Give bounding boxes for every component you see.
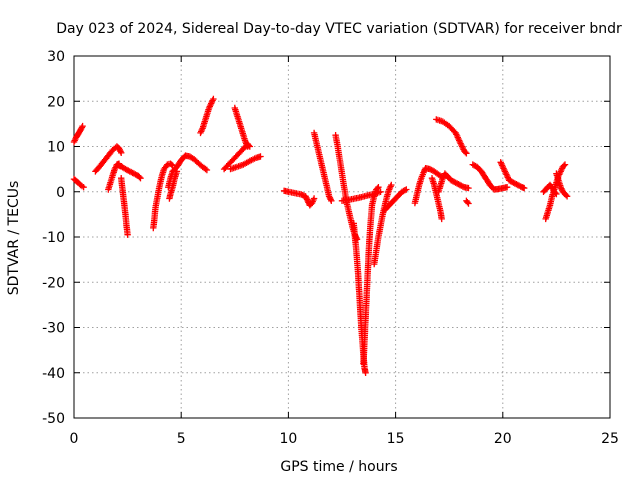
x-tick-label: 20 [494, 431, 512, 447]
data-point-marks [166, 168, 181, 202]
series-c3 [166, 168, 181, 202]
series-d4 [227, 153, 264, 173]
series-e2 [310, 129, 335, 204]
series-h2 [497, 159, 528, 192]
y-axis-label: SDTVAR / TECUs [6, 181, 22, 296]
y-tick-label: 10 [47, 140, 65, 156]
x-tick-label: 5 [177, 431, 186, 447]
series-a2 [70, 175, 87, 191]
data-point-marks [70, 175, 87, 191]
data-marks [70, 95, 571, 376]
data-point-marks [220, 141, 253, 173]
data-point-marks [115, 162, 144, 182]
data-point-marks [435, 170, 472, 195]
y-tick-label: -10 [42, 230, 65, 246]
data-point-marks [433, 116, 470, 157]
data-point-marks [70, 122, 86, 146]
x-tick-label: 0 [70, 431, 79, 447]
series-a1 [70, 122, 86, 146]
data-point-marks [150, 160, 176, 232]
data-point-marks [280, 187, 318, 209]
series-e1 [280, 187, 318, 209]
y-tick-label: 30 [47, 49, 65, 65]
x-axis-label: GPS time / hours [280, 459, 397, 475]
series-g5 [463, 197, 472, 207]
series-g2 [433, 116, 470, 157]
y-tick-label: -50 [42, 411, 65, 427]
data-point-marks [463, 197, 472, 207]
y-tick-label: 20 [47, 94, 65, 110]
data-point-marks [553, 170, 571, 200]
series-f5 [381, 186, 410, 214]
data-point-marks [497, 159, 528, 192]
data-point-marks [338, 188, 384, 204]
data-point-marks [411, 165, 446, 207]
series-b4 [118, 175, 131, 238]
chart-title: Day 023 of 2024, Sidereal Day-to-day VTE… [56, 21, 622, 37]
series-h1 [469, 161, 511, 193]
data-point-marks [118, 175, 131, 238]
y-tick-label: 0 [56, 185, 65, 201]
x-tick-label: 15 [387, 431, 405, 447]
data-point-marks [92, 143, 125, 175]
series-i3 [553, 170, 571, 200]
data-point-marks [197, 95, 217, 137]
x-tick-label: 25 [601, 431, 619, 447]
data-point-marks [165, 152, 211, 191]
series-b3 [115, 162, 144, 182]
series-g4 [435, 170, 472, 195]
series-g1 [411, 165, 446, 207]
x-tick-label: 10 [279, 431, 297, 447]
y-tick-label: -20 [42, 275, 65, 291]
axis-ticks: 0 5 10 15 20 25 -50 -40 -30 -20 -10 0 10 20 30 [42, 49, 619, 447]
series-f3 [338, 188, 384, 204]
series-d1 [197, 95, 217, 137]
data-point-marks [381, 186, 410, 214]
series-d3 [220, 141, 253, 173]
data-point-marks [227, 153, 264, 173]
data-point-marks [469, 161, 511, 193]
y-tick-label: -40 [42, 366, 65, 382]
y-tick-label: -30 [42, 321, 65, 337]
series-c1 [150, 160, 176, 232]
data-point-marks [310, 129, 335, 204]
data-point-marks [360, 184, 382, 367]
series-c2 [165, 152, 211, 191]
grid [74, 56, 610, 418]
series-f2 [360, 184, 382, 367]
series-b1 [92, 143, 125, 175]
